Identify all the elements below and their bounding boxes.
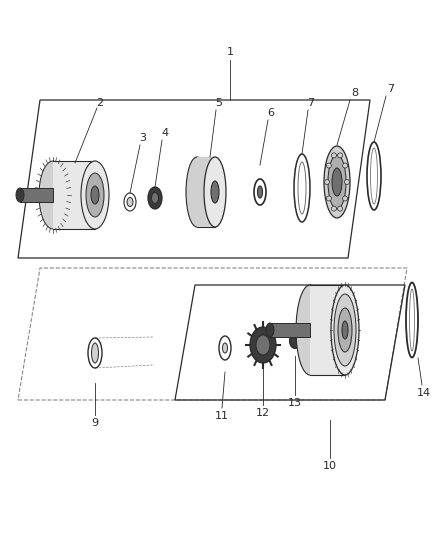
Text: 5: 5 bbox=[215, 98, 223, 108]
Ellipse shape bbox=[334, 294, 356, 366]
Ellipse shape bbox=[343, 196, 348, 201]
Text: 11: 11 bbox=[215, 411, 229, 421]
Text: 7: 7 bbox=[307, 98, 314, 108]
Ellipse shape bbox=[256, 335, 270, 355]
Text: 10: 10 bbox=[323, 461, 337, 471]
Ellipse shape bbox=[91, 186, 99, 204]
Ellipse shape bbox=[266, 323, 274, 337]
Ellipse shape bbox=[332, 153, 336, 158]
Ellipse shape bbox=[127, 198, 133, 206]
Ellipse shape bbox=[332, 168, 342, 196]
Ellipse shape bbox=[296, 285, 324, 375]
Text: 4: 4 bbox=[162, 128, 169, 138]
Ellipse shape bbox=[186, 157, 208, 227]
Ellipse shape bbox=[325, 180, 329, 184]
Ellipse shape bbox=[338, 206, 343, 211]
Ellipse shape bbox=[328, 155, 346, 209]
Ellipse shape bbox=[326, 163, 332, 168]
Ellipse shape bbox=[258, 186, 262, 198]
Text: 14: 14 bbox=[417, 388, 431, 398]
Ellipse shape bbox=[324, 146, 350, 218]
Ellipse shape bbox=[16, 188, 24, 202]
Ellipse shape bbox=[148, 187, 162, 209]
Ellipse shape bbox=[326, 196, 332, 201]
Text: 8: 8 bbox=[351, 88, 359, 98]
Ellipse shape bbox=[338, 308, 352, 352]
Ellipse shape bbox=[338, 153, 343, 158]
Ellipse shape bbox=[39, 161, 67, 229]
Polygon shape bbox=[270, 323, 310, 337]
Ellipse shape bbox=[152, 192, 159, 204]
Ellipse shape bbox=[223, 343, 227, 353]
Text: 1: 1 bbox=[226, 47, 233, 57]
Ellipse shape bbox=[250, 327, 276, 363]
Text: 3: 3 bbox=[139, 133, 146, 143]
Ellipse shape bbox=[343, 163, 348, 168]
Ellipse shape bbox=[92, 343, 99, 363]
Text: 12: 12 bbox=[256, 408, 270, 418]
Ellipse shape bbox=[331, 285, 359, 375]
Ellipse shape bbox=[342, 321, 348, 339]
Polygon shape bbox=[20, 188, 53, 202]
Polygon shape bbox=[53, 161, 95, 229]
Text: 7: 7 bbox=[388, 84, 395, 94]
Text: 6: 6 bbox=[268, 108, 275, 118]
Ellipse shape bbox=[81, 161, 109, 229]
Ellipse shape bbox=[345, 180, 350, 184]
Ellipse shape bbox=[332, 206, 336, 211]
Ellipse shape bbox=[211, 181, 219, 203]
Polygon shape bbox=[310, 285, 345, 375]
Polygon shape bbox=[197, 157, 215, 227]
Text: 2: 2 bbox=[96, 98, 103, 108]
Text: 9: 9 bbox=[92, 418, 99, 428]
Ellipse shape bbox=[86, 173, 104, 217]
Ellipse shape bbox=[204, 157, 226, 227]
Text: 13: 13 bbox=[288, 398, 302, 408]
Ellipse shape bbox=[290, 334, 300, 349]
